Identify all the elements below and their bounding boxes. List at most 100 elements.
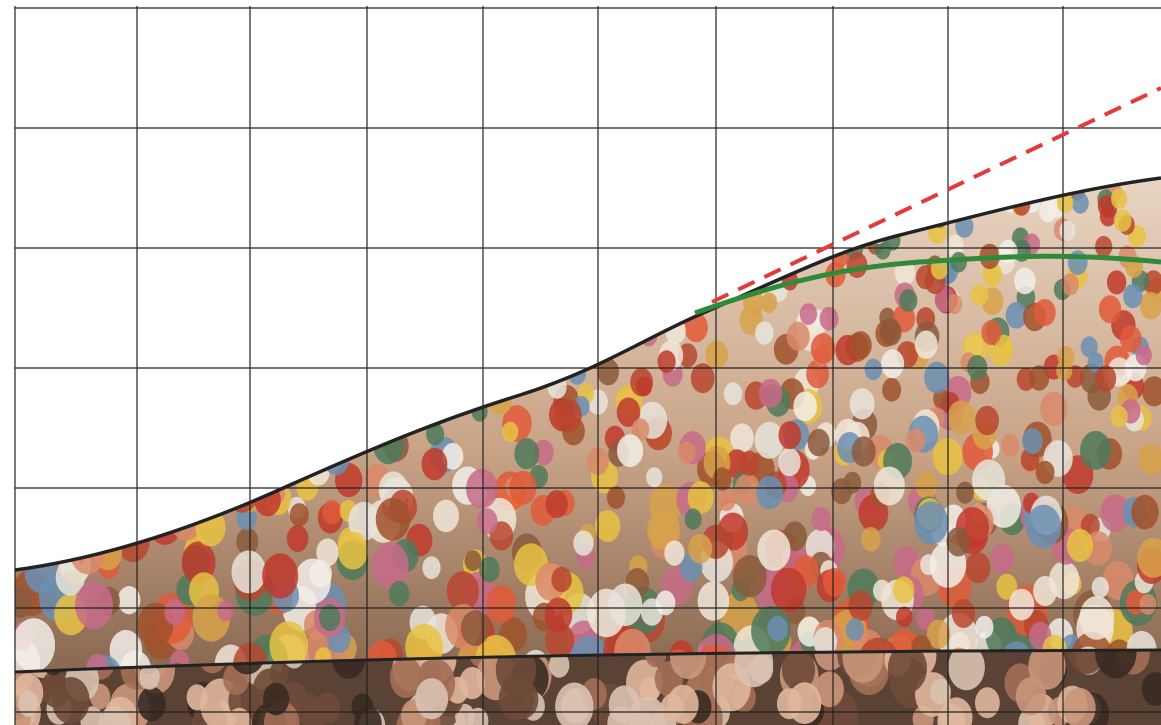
crowd-figure [690,363,715,394]
crowd-figure [894,260,916,286]
crowd-face [607,706,635,725]
crowd-figure [1056,360,1073,381]
crowd-figure [1039,200,1057,223]
crowd-face [1028,650,1066,690]
crowd-figure [1123,284,1143,309]
crowd-figure [906,428,926,453]
crowd-figure [819,306,839,331]
crowd-figure [479,556,500,583]
crowd-face [815,671,844,708]
crowd-figure [554,398,582,433]
crowd-figure [217,600,234,622]
crowd-face [186,684,208,711]
crowd-figure [1035,460,1055,485]
crowd-figure [946,294,963,315]
crowd-figure [873,466,905,506]
crowd-figure [289,503,309,527]
crowd-figure [1071,192,1089,214]
crowd-face [227,707,252,725]
crowd-figure [1026,504,1062,549]
crowd-figure [1008,588,1035,621]
crowd-figure [739,450,760,476]
crowd-face [887,650,928,693]
crowd-face [51,677,90,725]
crowd-figure [319,604,341,632]
crowd-figure [1137,537,1161,578]
crowd-figure [756,475,784,510]
crowd-figure [755,321,774,345]
crowd-figure [1057,192,1074,213]
crowd-figure [1139,291,1161,320]
crowd-face [549,652,570,678]
crowd-face [930,678,951,705]
crowd-figure [322,499,342,525]
crowd-figure [705,340,729,369]
crowd-figure [723,382,743,406]
crowd-figure [657,350,676,373]
crowd-figure [758,378,783,408]
crowd-face [555,682,594,725]
crowd-figure [1113,209,1132,232]
crowd-figure [956,481,974,504]
crowd-figure [1135,345,1152,366]
crowd-figure [348,501,380,541]
crowd-figure [924,361,950,394]
crowd-figure [843,471,862,494]
leveling-curve [694,253,1161,316]
crowd-figure [975,615,994,639]
crowd-figure [286,525,309,553]
crowd-figure [617,434,644,468]
crowd-figure [1106,270,1127,295]
crowd-face [354,706,382,725]
crowd-face [669,650,707,680]
crowd-figure [882,377,902,402]
crowd-figure [460,610,490,646]
crowd-figure [998,239,1018,264]
crowd-figure [684,508,702,530]
crowd-figure [970,284,989,307]
crowd-figure [946,527,971,557]
crowd-figure [422,556,441,580]
crowd-figure [786,321,810,351]
crowd-figure [799,303,818,325]
crowd-face [1095,650,1137,679]
crowd-figure [616,397,641,427]
crowd-figure [806,359,829,389]
crowd-figure [231,550,266,594]
crowd-figure [594,510,621,542]
crowd-figure [551,566,572,593]
crowd-figure [849,331,872,360]
crowd-figure [1040,391,1068,426]
crowd-figure [1022,428,1043,454]
crowd-figure [1110,405,1128,428]
crowd-figure [861,527,881,552]
crowd-figure [1014,267,1036,295]
crowd-face [639,676,660,702]
crowd-figure [851,436,876,467]
crowd-figure [573,530,594,556]
crowd-figure [697,581,730,621]
crowd-figure [648,518,668,542]
crowd-figure [236,527,259,556]
crowd-figure [947,400,976,435]
crowd-figure [545,622,575,659]
crowd-figure [730,423,754,453]
crowd-face [776,688,802,720]
crowd-figure [778,448,801,477]
crowd-figure [881,349,905,379]
crowd-figure [15,586,32,619]
crowd-face [415,678,449,720]
crowd-figure [1066,528,1094,563]
crowd-front-figures [15,650,1161,725]
crowd-figure [464,550,482,572]
crowd-figure [597,358,619,386]
crowd-figure [734,473,761,506]
crowd-figure [864,358,882,381]
crowd-figure [371,542,409,589]
crowd-figure [914,330,938,359]
crowd-figure [677,343,698,368]
crowd-face [1141,672,1161,706]
crowd-face [389,657,423,698]
crowd-figure [294,558,331,605]
crowd-figure [846,252,868,278]
